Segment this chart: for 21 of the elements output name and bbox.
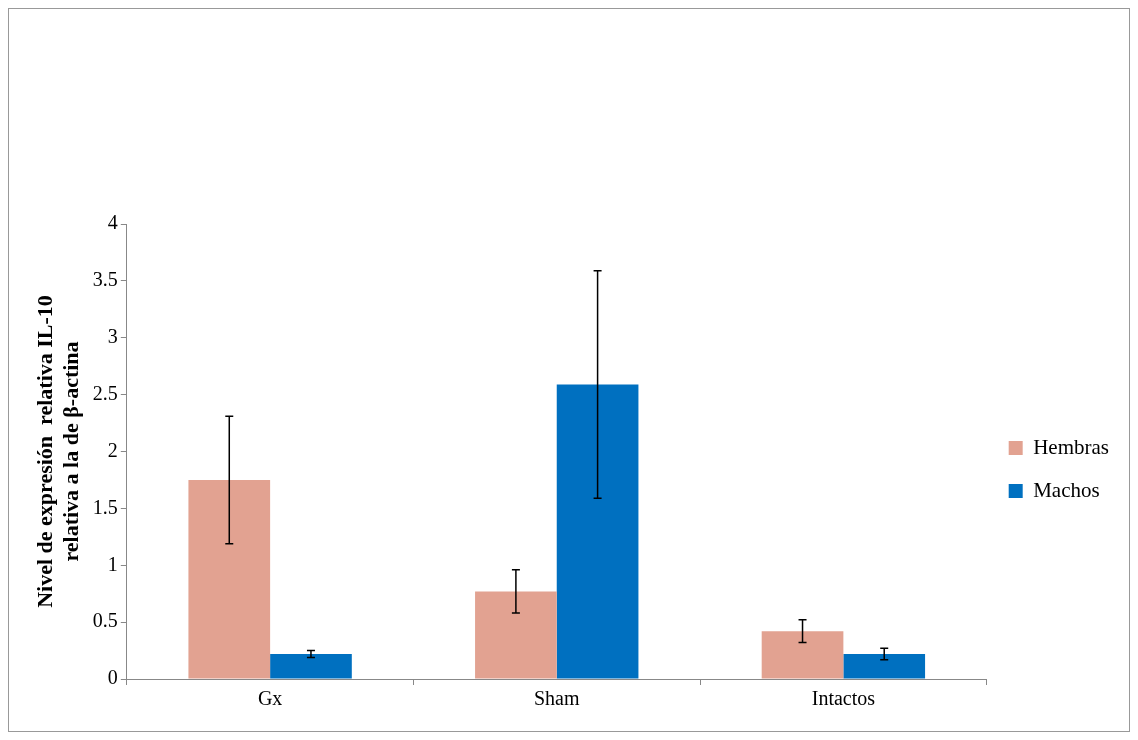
- y-tick-label: 2.5: [92, 381, 118, 404]
- y-tick-label: 0: [107, 666, 118, 689]
- bar: [188, 479, 271, 679]
- bar: [556, 384, 639, 679]
- y-tick-label: 2: [107, 438, 118, 461]
- bar: [475, 591, 557, 679]
- legend-label: Hembras: [1033, 434, 1110, 459]
- x-tick-label: Intactos: [811, 687, 876, 710]
- y-tick-label: 3.5: [92, 268, 118, 291]
- bar: [843, 653, 926, 679]
- y-tick-label: 4: [107, 211, 118, 234]
- y-axis-title: Nivel de expresión relativa IL-10 relativa a la de β-actina: [31, 295, 84, 608]
- y-tick-label: 0.5: [92, 609, 118, 632]
- y-tick-label: 3: [107, 325, 118, 347]
- legend-label: Machos: [1033, 477, 1100, 502]
- bar: [270, 653, 352, 679]
- y-tick-label: 1.5: [92, 495, 118, 518]
- bar: [761, 631, 844, 679]
- y-tick-label: 1: [107, 552, 118, 575]
- x-tick-label: Gx: [257, 687, 283, 710]
- x-tick-label: Sham: [533, 687, 580, 710]
